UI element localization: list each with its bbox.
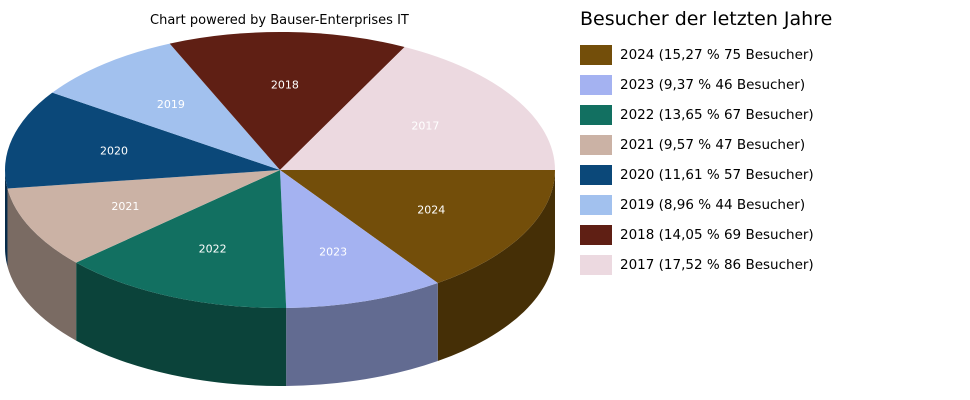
- legend-title: Besucher der letzten Jahre: [580, 8, 833, 30]
- legend-item-2023: 2023 (9,37 % 46 Besucher): [580, 70, 832, 100]
- pie-slice-2020: [4, 92, 280, 189]
- legend-item-2018: 2018 (14,05 % 69 Besucher): [580, 220, 832, 250]
- pie-slice-2018: [169, 32, 405, 170]
- legend-swatch-2024: [580, 45, 612, 65]
- slice-label-2021: 2021: [111, 200, 139, 213]
- slice-label-2024: 2024: [417, 204, 445, 217]
- legend-label-2020: 2020 (11,61 % 57 Besucher): [620, 167, 814, 183]
- pie-sides: [5, 170, 555, 386]
- legend-item-2019: 2019 (8,96 % 44 Besucher): [580, 190, 832, 220]
- legend-swatch-2020: [580, 165, 612, 185]
- pie-side-2020: [5, 170, 8, 267]
- pie-side-2021: [7, 188, 77, 341]
- legend-label-2023: 2023 (9,37 % 46 Besucher): [620, 77, 806, 93]
- legend-swatch-2023: [580, 75, 612, 95]
- legend-item-2021: 2021 (9,57 % 47 Besucher): [580, 130, 832, 160]
- legend-label-2017: 2017 (17,52 % 86 Besucher): [620, 257, 814, 273]
- legend-item-2022: 2022 (13,65 % 67 Besucher): [580, 100, 832, 130]
- legend-items: 2024 (15,27 % 75 Besucher) 2023 (9,37 % 4…: [580, 40, 832, 280]
- pie-slice-2019: [52, 43, 280, 170]
- legend-item-2020: 2020 (11,61 % 57 Besucher): [580, 160, 832, 190]
- slice-label-2020: 2020: [100, 144, 128, 157]
- legend-swatch-2022: [580, 105, 612, 125]
- pie-side-2024: [437, 170, 555, 362]
- slice-label-2023: 2023: [319, 245, 347, 258]
- chart-credit: Chart powered by Bauser-Enterprises IT: [150, 13, 409, 28]
- pie-tops: [4, 32, 555, 308]
- slice-label-2018: 2018: [271, 78, 299, 91]
- legend-swatch-2021: [580, 135, 612, 155]
- legend-item-2017: 2017 (17,52 % 86 Besucher): [580, 250, 832, 280]
- slice-label-2019: 2019: [157, 98, 185, 111]
- pie-slice-2022: [76, 170, 287, 308]
- pie-slice-2024: [280, 170, 555, 284]
- legend-swatch-2018: [580, 225, 612, 245]
- pie-side-2022: [76, 262, 287, 386]
- legend-label-2024: 2024 (15,27 % 75 Besucher): [620, 47, 814, 63]
- pie-side-2023: [286, 283, 438, 386]
- legend-label-2022: 2022 (13,65 % 67 Besucher): [620, 107, 814, 123]
- pie-slice-2017: [280, 46, 555, 170]
- slice-label-2022: 2022: [199, 243, 227, 256]
- legend-item-2024: 2024 (15,27 % 75 Besucher): [580, 40, 832, 70]
- legend-label-2019: 2019 (8,96 % 44 Besucher): [620, 197, 806, 213]
- slice-label-2017: 2017: [411, 119, 439, 132]
- pie-slice-2021: [7, 170, 281, 263]
- legend-swatch-2017: [580, 255, 612, 275]
- legend-label-2018: 2018 (14,05 % 69 Besucher): [620, 227, 814, 243]
- pie-slice-2023: [280, 170, 438, 308]
- legend-label-2021: 2021 (9,57 % 47 Besucher): [620, 137, 806, 153]
- legend: Besucher der letzten Jahre 2024 (15,27 %…: [580, 8, 832, 280]
- legend-swatch-2019: [580, 195, 612, 215]
- pie-labels: 2024 2023 2022 2021 2020 2019 2018 2017: [100, 78, 445, 258]
